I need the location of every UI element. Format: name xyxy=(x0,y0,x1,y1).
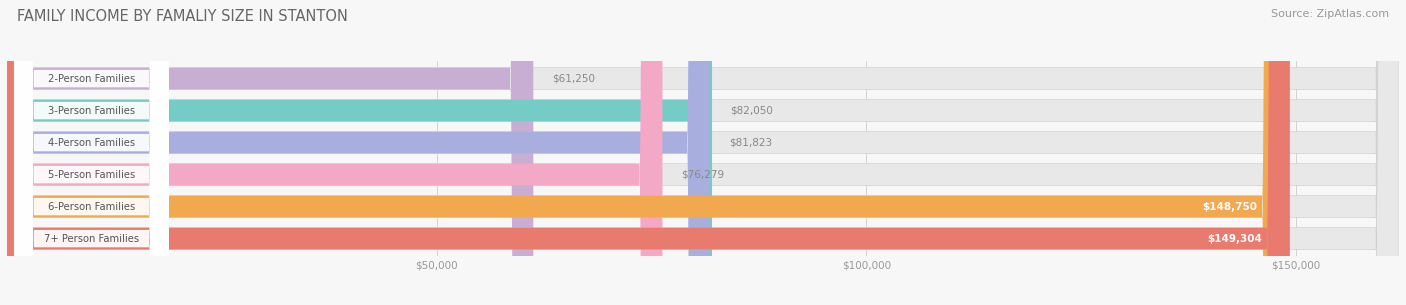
FancyBboxPatch shape xyxy=(7,0,1285,305)
FancyBboxPatch shape xyxy=(7,0,1289,305)
Text: $81,823: $81,823 xyxy=(728,138,772,148)
FancyBboxPatch shape xyxy=(7,0,1399,305)
FancyBboxPatch shape xyxy=(7,0,662,305)
FancyBboxPatch shape xyxy=(14,0,169,305)
Text: 3-Person Families: 3-Person Families xyxy=(48,106,135,116)
Text: $76,279: $76,279 xyxy=(681,170,724,180)
FancyBboxPatch shape xyxy=(7,0,1399,305)
FancyBboxPatch shape xyxy=(7,0,711,305)
FancyBboxPatch shape xyxy=(14,0,169,305)
FancyBboxPatch shape xyxy=(7,0,533,305)
Text: $61,250: $61,250 xyxy=(553,74,595,84)
Text: 4-Person Families: 4-Person Families xyxy=(48,138,135,148)
FancyBboxPatch shape xyxy=(14,0,169,305)
FancyBboxPatch shape xyxy=(14,0,169,305)
Text: $82,050: $82,050 xyxy=(731,106,773,116)
Text: FAMILY INCOME BY FAMALIY SIZE IN STANTON: FAMILY INCOME BY FAMALIY SIZE IN STANTON xyxy=(17,9,347,24)
Text: 2-Person Families: 2-Person Families xyxy=(48,74,135,84)
FancyBboxPatch shape xyxy=(14,0,169,305)
FancyBboxPatch shape xyxy=(7,0,710,305)
FancyBboxPatch shape xyxy=(7,0,1399,305)
FancyBboxPatch shape xyxy=(7,0,1399,305)
Text: 7+ Person Families: 7+ Person Families xyxy=(44,234,139,244)
Text: $149,304: $149,304 xyxy=(1208,234,1263,244)
Text: $148,750: $148,750 xyxy=(1202,202,1257,212)
FancyBboxPatch shape xyxy=(7,0,1399,305)
FancyBboxPatch shape xyxy=(14,0,169,305)
Text: Source: ZipAtlas.com: Source: ZipAtlas.com xyxy=(1271,9,1389,19)
FancyBboxPatch shape xyxy=(7,0,1399,305)
Text: 5-Person Families: 5-Person Families xyxy=(48,170,135,180)
Text: 6-Person Families: 6-Person Families xyxy=(48,202,135,212)
